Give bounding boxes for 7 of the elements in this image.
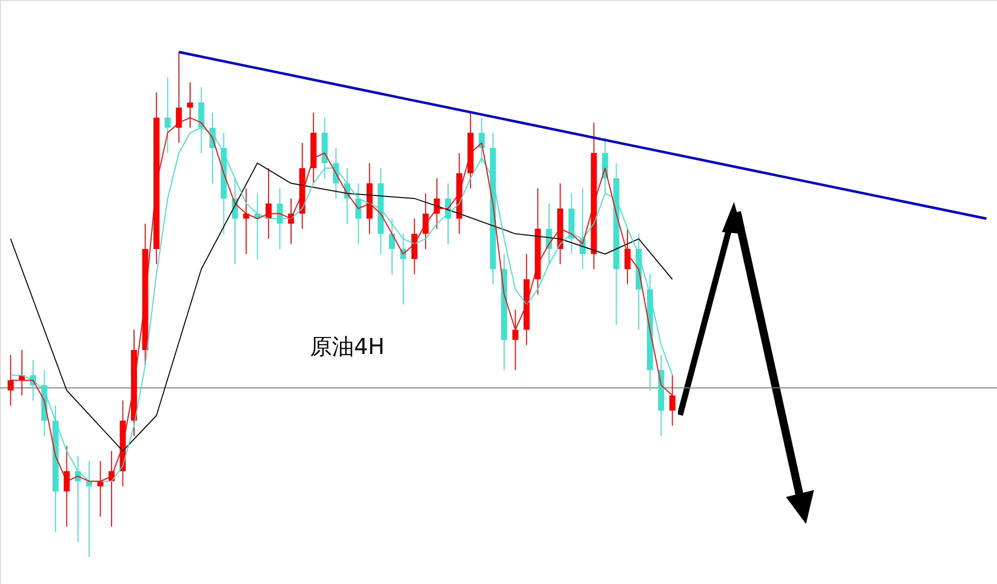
annotation: 原油4H (310, 335, 385, 360)
candlestick (422, 192, 429, 250)
candlestick (512, 309, 518, 371)
candlestick (164, 76, 171, 154)
candlestick (388, 218, 395, 275)
candlestick (355, 182, 362, 244)
candlestick (624, 228, 630, 285)
